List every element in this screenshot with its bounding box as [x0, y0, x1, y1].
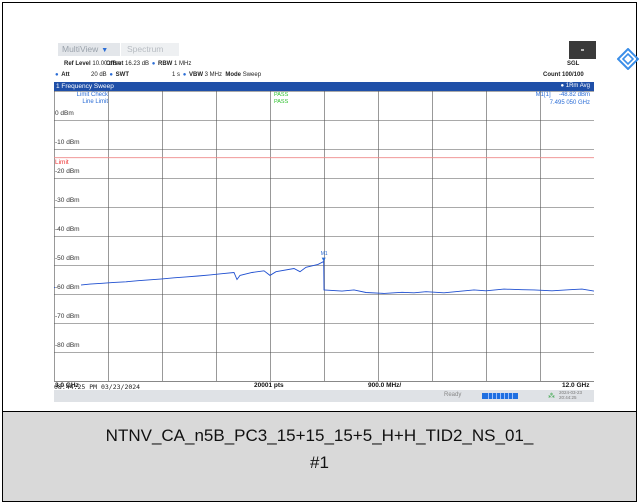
tab-multiview-label: MultiView: [62, 44, 99, 54]
line-limit-label: Line Limit: [82, 99, 108, 105]
tab-bar: MultiView ▼ Spectrum: [54, 43, 594, 57]
grid-lines: [54, 91, 594, 381]
att-value: 20 dB: [91, 72, 107, 78]
swt-label: SWT: [115, 72, 129, 78]
bullet-icon: ●: [109, 72, 113, 78]
marker-readout-level: M1[1] -48.82 dBm: [494, 92, 590, 98]
ref-level-readout: Ref Level 10.00 dBm: [64, 61, 121, 67]
tab-spectrum-label: Spectrum: [127, 44, 164, 54]
spectrum-plot[interactable]: Limit Check Line Limit PASS PASS M1[1] -…: [54, 91, 594, 381]
bullet-icon: ●: [151, 61, 156, 67]
status-time: 20:44:25: [559, 395, 577, 400]
y-tick-label: 0 dBm: [55, 110, 75, 117]
y-tick-label: -80 dBm: [55, 342, 81, 349]
x-axis-footer: 3.0 GHz 20001 pts 900.0 MHz/ 12.0 GHz: [54, 381, 594, 390]
att-swt-readout: 20 dB ● SWT: [91, 72, 129, 78]
rbw-value: 1 MHz: [174, 61, 192, 67]
att-readout: ● Att: [54, 72, 70, 78]
caption-line-1: NTNV_CA_n5B_PC3_15+15_15+5_H+H_TID2_NS_0…: [105, 426, 534, 445]
trace-label: 1Rm Avg: [565, 83, 590, 89]
sweep-points: 20001 pts: [254, 382, 284, 389]
swt-value: 1 s: [172, 72, 181, 78]
mode-value: Sweep: [242, 72, 262, 78]
limit-check-label: Limit Check: [76, 92, 108, 98]
stop-frequency: 12.0 GHz: [562, 382, 590, 389]
att-label: Att: [61, 72, 70, 78]
tab-dropdown-icon[interactable]: ▼: [101, 47, 109, 54]
bullet-icon: ●: [182, 72, 187, 78]
limit-label: Limit: [55, 158, 69, 166]
offset-readout: Offset 16.23 dB ● RBW 1 MHz: [106, 61, 191, 67]
window-title-bar: 1 Frequency Sweep ● 1Rm Avg: [54, 82, 594, 91]
y-tick-label: -50 dBm: [55, 255, 81, 262]
start-frequency: 3.0 GHz: [55, 382, 79, 389]
ref-level-label: Ref Level: [64, 61, 91, 67]
marker-level: -48.82 dBm: [558, 92, 590, 98]
progress-bar: [482, 393, 518, 399]
window-title: 1 Frequency Sweep: [56, 83, 114, 90]
span-per-division: 900.0 MHz/: [368, 382, 402, 389]
mode-label: Mode: [225, 72, 242, 78]
marker-tag: M1: [320, 250, 328, 257]
caption-box: NTNV_CA_n5B_PC3_15+15_15+5_H+H_TID2_NS_0…: [2, 411, 637, 502]
marker-readout-freq: 7.495 050 GHz: [549, 100, 590, 106]
analyzer-screenshot: MultiView ▼ Spectrum Ref Level 10.00 dBm …: [50, 30, 639, 402]
bullet-icon: ●: [55, 72, 59, 78]
marker-m1-point: [321, 257, 326, 262]
capture-timestamp: 08:44:25 PM 03/23/2024: [54, 383, 141, 391]
network-icon: ⁂: [548, 393, 555, 400]
rbw-label: RBW: [158, 61, 173, 67]
y-tick-label: -70 dBm: [55, 313, 81, 320]
y-tick-label: -40 dBm: [55, 226, 81, 233]
line-limit-result: PASS: [274, 99, 289, 105]
status-datetime: 2024-03-23 20:44:25: [559, 390, 582, 400]
vbw-value: 3 MHz: [204, 72, 222, 78]
panel-toggle-button[interactable]: [569, 41, 596, 59]
y-tick-label: -60 dBm: [55, 284, 81, 291]
offset-value: 16.23 dB: [125, 61, 150, 67]
spectrum-graph: [54, 91, 594, 381]
offset-label: Offset: [106, 61, 124, 67]
y-tick-label: -20 dBm: [55, 168, 81, 175]
sgl-indicator: SGL: [567, 61, 580, 67]
status-bar: Ready ⁂ 2024-03-23 20:44:25: [54, 390, 594, 402]
sweep-count: Count 100/100: [543, 72, 584, 78]
caption-line-2: #1: [310, 453, 329, 472]
vbw-readout: 1 s ● VBW 3 MHz Mode Sweep: [172, 72, 261, 78]
marker-id: M1[1]: [535, 92, 551, 98]
trace-line: [54, 260, 594, 294]
trace-indicator: ● 1Rm Avg: [560, 83, 590, 89]
y-tick-label: -10 dBm: [55, 139, 81, 146]
ready-status: Ready: [444, 392, 462, 398]
tab-multiview[interactable]: MultiView ▼: [58, 43, 120, 56]
vbw-label: VBW: [188, 72, 203, 78]
ref-level-value: 10.00 dBm: [92, 61, 122, 67]
limit-check-result: PASS: [274, 92, 289, 98]
status-date: 2024-03-23: [559, 390, 583, 395]
rohde-schwarz-logo-icon: [617, 48, 639, 70]
y-tick-label: -30 dBm: [55, 197, 81, 204]
tab-spectrum[interactable]: Spectrum: [121, 43, 179, 56]
